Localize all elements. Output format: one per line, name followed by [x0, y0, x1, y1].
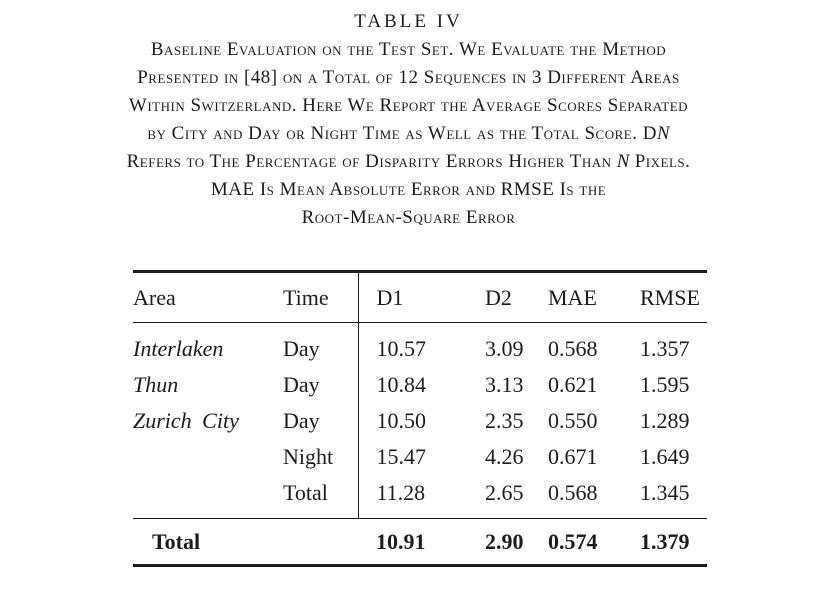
cell-rmse: 1.379 [640, 528, 690, 554]
caption-variable: N [656, 123, 670, 144]
caption-text: Pixels. [629, 151, 691, 172]
caption-line-1: Baseline Evaluation on the Test Set. We … [0, 36, 817, 64]
caption-line-3: Within Switzerland. Here We Report the A… [0, 92, 817, 120]
cell-time: Day [283, 372, 320, 397]
cell-d1: 15.47 [357, 439, 470, 475]
col-header-time: Time [283, 284, 329, 310]
caption-line-2: Presented in [48] on a Total of 12 Seque… [0, 64, 817, 92]
col-header-d2: D2 [485, 284, 512, 310]
caption-text: Presented in [48] on a Total of 12 Seque… [137, 67, 680, 88]
table-row: Zurich City Day 10.50 2.35 0.550 1.289 [133, 403, 707, 439]
total-row: Total 10.91 2.90 0.574 1.379 [133, 518, 707, 566]
caption-text: MAE Is Mean Absolute Error and RMSE Is t… [210, 179, 607, 200]
cell-d1: 11.28 [357, 475, 470, 519]
table-title: TABLE IV [354, 11, 463, 32]
col-header-mae: MAE [548, 284, 597, 310]
caption-line-7: Root-Mean-Square Error [0, 204, 817, 232]
caption-text: Baseline Evaluation on the Test Set. We … [150, 39, 667, 60]
caption-text: Root-Mean-Square Error [301, 207, 516, 228]
cell-mae: 0.550 [548, 408, 598, 433]
cell-rmse: 1.345 [640, 480, 690, 505]
cell-rmse: 1.357 [640, 336, 690, 361]
col-header-area: Area [133, 284, 176, 310]
cell-time: Total [283, 480, 328, 505]
cell-time: Night [283, 444, 334, 469]
cell-d1: 10.84 [357, 367, 470, 403]
cell-mae: 0.671 [548, 444, 598, 469]
cell-area: Thun [133, 372, 179, 397]
col-header-rmse: RMSE [640, 284, 700, 310]
cell-d2: 2.65 [485, 480, 524, 505]
cell-total-label: Total [152, 528, 201, 554]
caption-line-6: MAE Is Mean Absolute Error and RMSE Is t… [0, 176, 817, 204]
cell-time: Day [283, 408, 320, 433]
table-row: Thun Day 10.84 3.13 0.621 1.595 [133, 367, 707, 403]
results-table: Area Time D1 D2 MAE RMSE Interlaken Day … [133, 270, 707, 567]
cell-d1: 10.57 [357, 322, 470, 367]
cell-rmse: 1.595 [640, 372, 690, 397]
caption-text: Within Switzerland. Here We Report the A… [128, 95, 689, 116]
cell-d2: 3.13 [485, 372, 524, 397]
header-row: Area Time D1 D2 MAE RMSE [133, 271, 707, 323]
cell-d1: 10.91 [376, 528, 426, 554]
cell-rmse: 1.649 [640, 444, 690, 469]
table-row: Night 15.47 4.26 0.671 1.649 [133, 439, 707, 475]
caption-line-5: Refers to The Percentage of Disparity Er… [0, 148, 817, 176]
cell-d2: 4.26 [485, 444, 524, 469]
cell-area [133, 475, 283, 519]
cell-mae: 0.574 [548, 528, 598, 554]
cell-d2: 2.90 [485, 528, 524, 554]
cell-mae: 0.568 [548, 336, 598, 361]
cell-d2: 3.09 [485, 336, 524, 361]
caption-text: by City and Day or Night Time as Well as… [147, 123, 657, 144]
cell-rmse: 1.289 [640, 408, 690, 433]
cell-d2: 2.35 [485, 408, 524, 433]
caption-variable: N [616, 151, 630, 172]
cell-time: Day [283, 336, 320, 361]
cell-mae: 0.621 [548, 372, 598, 397]
cell-area [133, 439, 283, 475]
table-row: Total 11.28 2.65 0.568 1.345 [133, 475, 707, 519]
caption-text: Refers to The Percentage of Disparity Er… [126, 151, 617, 172]
caption-line-4: by City and Day or Night Time as Well as… [0, 120, 817, 148]
table-caption: TABLE IV Baseline Evaluation on the Test… [0, 8, 817, 232]
cell-mae: 0.568 [548, 480, 598, 505]
col-header-d1: D1 [357, 271, 470, 323]
cell-d1: 10.50 [357, 403, 470, 439]
table-row: Interlaken Day 10.57 3.09 0.568 1.357 [133, 322, 707, 367]
cell-area: Zurich City [133, 408, 239, 433]
cell-time [283, 519, 358, 566]
cell-area: Interlaken [133, 336, 224, 361]
